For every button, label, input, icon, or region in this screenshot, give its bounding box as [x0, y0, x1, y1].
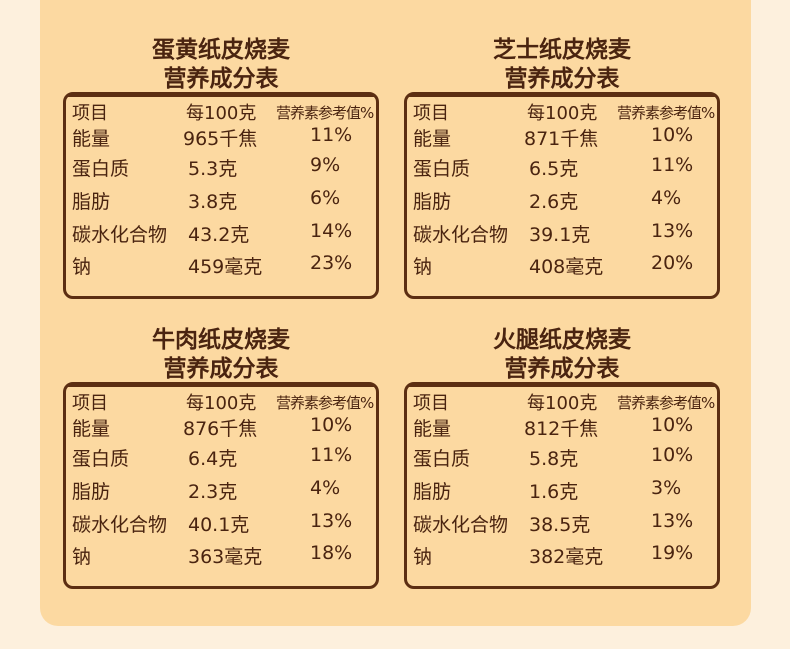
cell: 876千焦 — [183, 418, 258, 440]
table-title: 营养成分表 — [504, 356, 620, 382]
cell: 脂肪 — [72, 481, 111, 503]
cell: 能量 — [72, 128, 111, 150]
cell: 38.5克 — [529, 514, 591, 536]
cell: 6.5克 — [529, 158, 579, 180]
cell: 能量 — [413, 128, 452, 150]
cell: 蛋白质 — [72, 448, 130, 470]
cell: 碳水化合物 — [413, 224, 509, 246]
cell: 13% — [310, 510, 353, 532]
cell: 40.1克 — [188, 514, 250, 536]
cell: 钠 — [72, 256, 92, 278]
cell: 5.3克 — [188, 158, 238, 180]
cell: 1.6克 — [529, 481, 579, 503]
header-divider — [407, 385, 717, 387]
table-title: 蛋黄纸皮烧麦 — [152, 37, 290, 63]
header-cell: 每100克 — [527, 393, 598, 414]
table-title: 火腿纸皮烧麦 — [493, 327, 631, 353]
cell: 11% — [310, 124, 353, 146]
cell: 6.4克 — [188, 448, 238, 470]
cell: 蛋白质 — [72, 158, 130, 180]
header-cell: 营养素参考值% — [617, 394, 715, 412]
cell: 10% — [651, 414, 694, 436]
header-cell: 项目 — [72, 393, 108, 414]
cell: 2.3克 — [188, 481, 238, 503]
cell: 382毫克 — [529, 546, 604, 568]
cell: 碳水化合物 — [72, 514, 168, 536]
table-title: 牛肉纸皮烧麦 — [152, 327, 290, 353]
cell: 11% — [651, 154, 694, 176]
cell: 6% — [310, 187, 341, 209]
cell: 4% — [651, 187, 682, 209]
header-cell: 营养素参考值% — [276, 104, 374, 122]
panel — [40, 0, 751, 626]
cell: 10% — [651, 124, 694, 146]
cell: 408毫克 — [529, 256, 604, 278]
cell: 钠 — [413, 546, 433, 568]
cell: 蛋白质 — [413, 448, 471, 470]
header-cell: 每100克 — [186, 393, 257, 414]
cell: 9% — [310, 154, 341, 176]
header-cell: 项目 — [413, 393, 449, 414]
cell: 13% — [651, 510, 694, 532]
cell: 5.8克 — [529, 448, 579, 470]
header-cell: 项目 — [413, 103, 449, 124]
cell: 脂肪 — [413, 481, 452, 503]
table-title: 营养成分表 — [163, 66, 279, 92]
cell: 2.6克 — [529, 191, 579, 213]
header-cell: 营养素参考值% — [617, 104, 715, 122]
header-cell: 每100克 — [527, 103, 598, 124]
header-divider — [66, 385, 376, 387]
nutrition-table: 项目 每100克 营养素参考值% 能量 876千焦 10% 蛋白质 6.4克 11% 脂肪 2.3克… — [63, 382, 379, 589]
table-title: 营养成分表 — [504, 66, 620, 92]
header-divider — [407, 95, 717, 97]
cell: 363毫克 — [188, 546, 263, 568]
cell: 10% — [310, 414, 353, 436]
cell: 871千焦 — [524, 128, 599, 150]
cell: 碳水化合物 — [413, 514, 509, 536]
cell: 4% — [310, 477, 341, 499]
cell: 23% — [310, 252, 353, 274]
table-title: 营养成分表 — [163, 356, 279, 382]
cell: 10% — [651, 444, 694, 466]
cell: 14% — [310, 220, 353, 242]
cell: 3% — [651, 477, 682, 499]
cell: 能量 — [72, 418, 111, 440]
cell: 13% — [651, 220, 694, 242]
cell: 459毫克 — [188, 256, 263, 278]
table-title: 芝士纸皮烧麦 — [493, 37, 631, 63]
header-cell: 项目 — [72, 103, 108, 124]
cell: 18% — [310, 542, 353, 564]
cell: 脂肪 — [72, 191, 111, 213]
cell: 脂肪 — [413, 191, 452, 213]
cell: 碳水化合物 — [72, 224, 168, 246]
cell: 钠 — [72, 546, 92, 568]
header-cell: 每100克 — [186, 103, 257, 124]
header-divider — [66, 95, 376, 97]
header-cell: 营养素参考值% — [276, 394, 374, 412]
cell: 39.1克 — [529, 224, 591, 246]
cell: 20% — [651, 252, 694, 274]
nutrition-table: 项目 每100克 营养素参考值% 能量 871千焦 10% 蛋白质 6.5克 11% 脂肪 2.6克… — [404, 92, 720, 299]
cell: 43.2克 — [188, 224, 250, 246]
nutrition-table: 项目 每100克 营养素参考值% 能量 965千焦 11% 蛋白质 5.3克 9% 脂肪 3.8克 6… — [63, 92, 379, 299]
cell: 19% — [651, 542, 694, 564]
cell: 钠 — [413, 256, 433, 278]
cell: 3.8克 — [188, 191, 238, 213]
nutrition-table: 项目 每100克 营养素参考值% 能量 812千焦 10% 蛋白质 5.8克 10% 脂肪 1.6克… — [404, 382, 720, 589]
cell: 蛋白质 — [413, 158, 471, 180]
cell: 11% — [310, 444, 353, 466]
cell: 965千焦 — [183, 128, 258, 150]
cell: 能量 — [413, 418, 452, 440]
cell: 812千焦 — [524, 418, 599, 440]
